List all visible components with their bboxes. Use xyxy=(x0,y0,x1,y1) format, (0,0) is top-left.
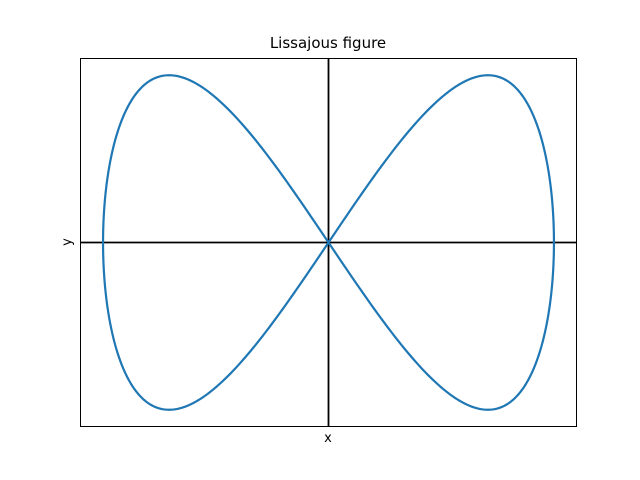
x-axis-label: x xyxy=(324,431,332,446)
chart-title: Lissajous figure xyxy=(269,34,387,52)
plot-area xyxy=(80,58,577,427)
y-axis-label: y xyxy=(60,238,75,246)
series-line xyxy=(101,74,556,411)
